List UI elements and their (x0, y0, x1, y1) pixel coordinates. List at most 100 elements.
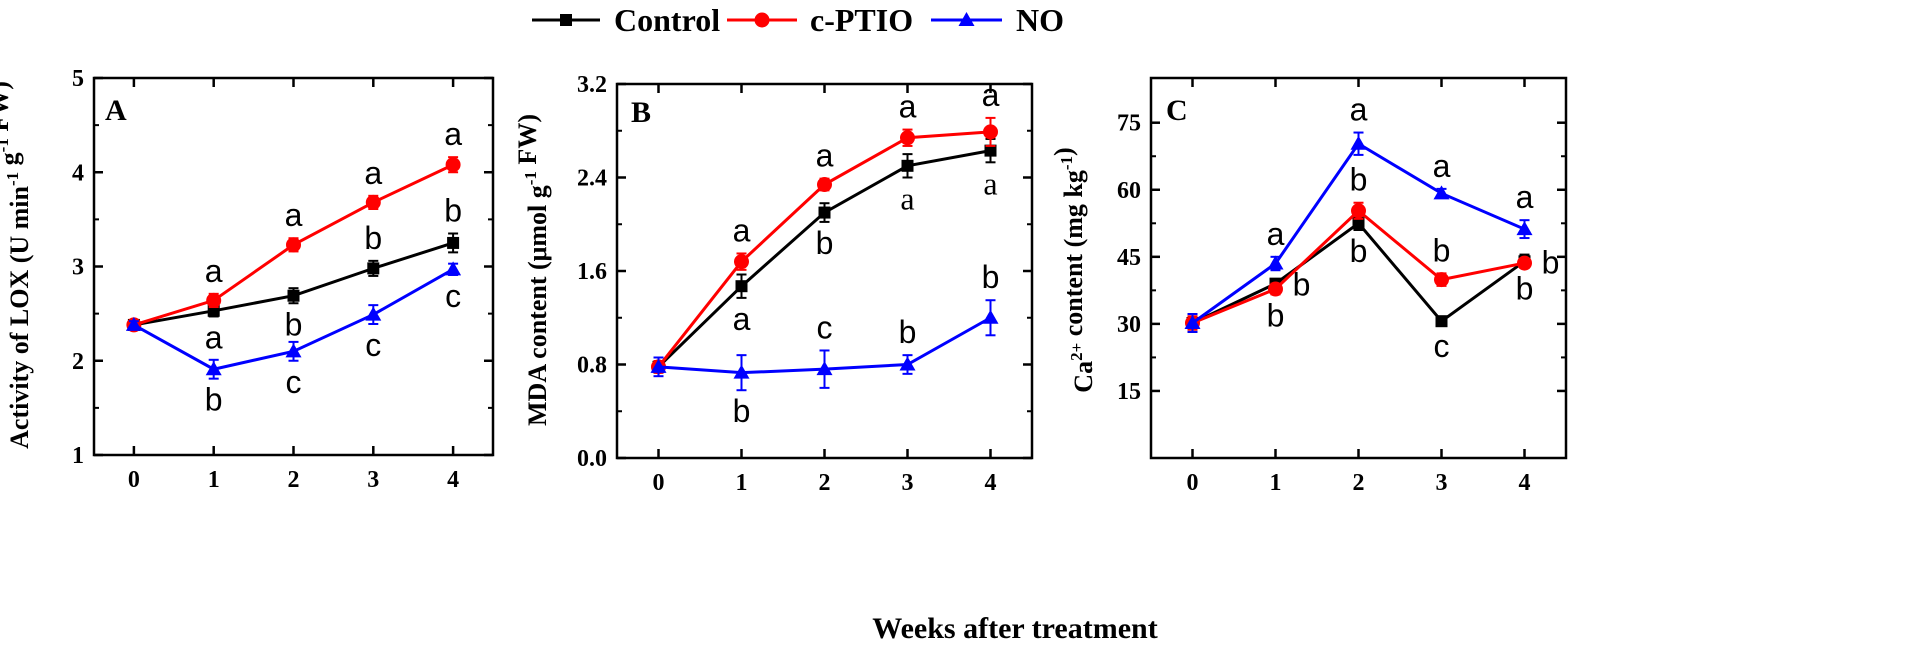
y-tick-label: 3 (72, 255, 84, 281)
legend-entry-c-ptio: c-PTIO (727, 2, 913, 38)
significance-letter: b (1350, 162, 1368, 198)
y-tick-label: 5 (72, 66, 84, 92)
x-tick-label: 1 (1270, 470, 1282, 496)
panel-label: A (105, 94, 127, 127)
legend-label: NO (1016, 2, 1064, 38)
data-point (365, 306, 382, 321)
significance-letter: b (1433, 232, 1451, 268)
x-tick-label: 2 (819, 470, 831, 496)
significance-letter: a (983, 165, 997, 201)
data-point (125, 316, 142, 331)
significance-letter: b (1267, 297, 1285, 333)
data-point (899, 356, 916, 371)
significance-letter: a (982, 77, 1000, 113)
series-control: a b a a (652, 137, 998, 374)
data-point (982, 309, 999, 324)
data-point (206, 292, 222, 308)
significance-letter: a (733, 212, 751, 248)
data-point (734, 254, 749, 270)
chart-panel-b: 0.0 0.8 1.6 2.4 3.2 0 1 2 3 4 B MDA content (μmol g… (513, 72, 1034, 496)
series-no: b ccc (125, 261, 462, 418)
data-point (733, 364, 750, 379)
data-point (817, 177, 832, 193)
significance-letter: a (1516, 179, 1534, 215)
data-point (1435, 315, 1448, 328)
data-point (286, 237, 301, 253)
significance-letter: b (816, 225, 834, 261)
x-tick-label: 4 (1519, 470, 1531, 496)
data-point (984, 144, 997, 157)
significance-letter: b (1350, 233, 1368, 269)
data-point (900, 130, 915, 146)
y-tick-label: 15 (1117, 379, 1141, 405)
significance-letter: b (1542, 244, 1560, 280)
data-point (1516, 221, 1533, 236)
y-tick-label: 1.6 (577, 259, 607, 285)
x-tick-label: 3 (367, 467, 379, 493)
x-tick-label: 2 (1353, 470, 1365, 496)
panel-label: B (631, 96, 651, 129)
y-tick-label: 45 (1117, 245, 1141, 271)
significance-letter: a (364, 155, 382, 191)
y-tick-label: 75 (1117, 111, 1141, 137)
significance-letter: c (365, 327, 381, 363)
x-axis-title: Weeks after treatment (872, 612, 1157, 645)
legend-label: Control (614, 2, 720, 38)
significance-letter: b (364, 220, 382, 256)
legend-label: c-PTIO (810, 2, 913, 38)
y-tick-label: 2.4 (577, 166, 607, 192)
data-point (1351, 203, 1366, 219)
x-tick-label: 3 (1436, 470, 1448, 496)
y-tick-label: 4 (72, 160, 84, 186)
x-tick-label: 4 (447, 467, 459, 493)
x-tick-label: 3 (902, 470, 914, 496)
legend-entry-no: NO (931, 2, 1064, 38)
legend: Control c-PTIO NO (532, 2, 1064, 38)
x-tick-label: 2 (288, 467, 300, 493)
significance-letter: a (1350, 92, 1368, 128)
y-tick-label: 2 (72, 349, 84, 375)
significance-letter: a (1267, 216, 1285, 252)
data-point (1184, 314, 1201, 329)
data-point (1352, 217, 1365, 230)
series-no: b c b b (650, 259, 999, 429)
data-point (445, 157, 461, 173)
significance-letter: a (899, 89, 917, 125)
data-point (1434, 272, 1449, 288)
y-tick-label: 60 (1117, 178, 1141, 204)
significance-letter: a (816, 138, 834, 174)
data-point (818, 206, 831, 219)
x-tick-label: 1 (736, 470, 748, 496)
data-point (365, 194, 381, 210)
x-tick-label: 0 (128, 467, 140, 493)
significance-letter: a (733, 301, 751, 337)
data-point (285, 343, 302, 358)
y-axis-title: Activity of LOX (U min-1 g-1 FW) (0, 81, 34, 449)
data-point (901, 159, 914, 172)
legend-marker (754, 12, 770, 28)
data-point (205, 361, 222, 376)
y-tick-label: 3.2 (577, 72, 607, 98)
significance-letter: b (285, 306, 303, 342)
data-point (1267, 255, 1284, 270)
significance-letter: a (1433, 148, 1451, 184)
data-point (445, 261, 462, 276)
significance-letter: b (444, 193, 462, 229)
legend-entry-control: Control (532, 2, 720, 38)
significance-letter: a (205, 253, 223, 289)
panel-label: C (1166, 94, 1188, 127)
significance-letter: a (285, 197, 303, 233)
significance-letter: b (733, 393, 751, 429)
significance-letter: a (444, 116, 462, 152)
y-tick-label: 0.8 (577, 353, 607, 379)
x-tick-label: 4 (985, 470, 997, 496)
data-point (367, 262, 380, 275)
data-point (1268, 281, 1283, 297)
data-point (287, 289, 300, 302)
series-no: a a a a (1184, 92, 1534, 333)
significance-letter: b (899, 314, 917, 350)
